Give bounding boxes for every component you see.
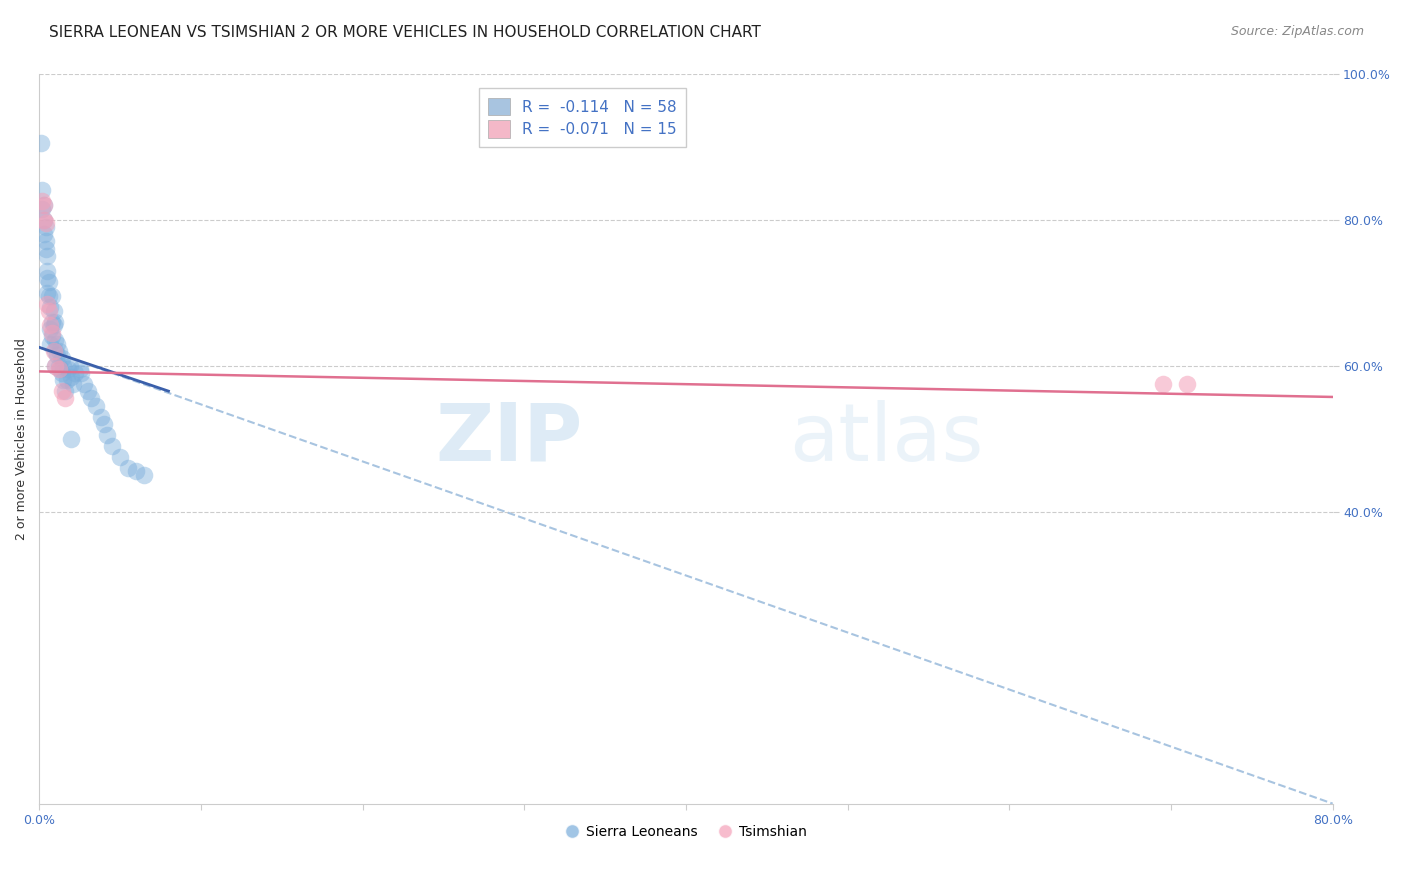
Point bbox=[59, 359, 82, 373]
Point bbox=[60, 432, 83, 446]
Point bbox=[48, 362, 70, 376]
Point bbox=[41, 326, 63, 340]
Point bbox=[134, 468, 156, 483]
Point bbox=[34, 216, 56, 230]
Point bbox=[41, 289, 63, 303]
Point bbox=[44, 359, 66, 373]
Point bbox=[31, 183, 53, 197]
Text: Source: ZipAtlas.com: Source: ZipAtlas.com bbox=[1230, 25, 1364, 38]
Point bbox=[53, 392, 76, 406]
Point bbox=[34, 242, 56, 256]
Point bbox=[51, 351, 73, 366]
Y-axis label: 2 or more Vehicles in Household: 2 or more Vehicles in Household bbox=[15, 338, 28, 540]
Point bbox=[101, 439, 124, 453]
Point bbox=[93, 417, 115, 431]
Point bbox=[45, 336, 67, 351]
Point bbox=[39, 322, 62, 336]
Point bbox=[37, 285, 59, 300]
Point bbox=[39, 318, 62, 333]
Point bbox=[62, 376, 84, 391]
Point bbox=[44, 333, 66, 347]
Point bbox=[73, 376, 96, 391]
Point bbox=[32, 212, 55, 227]
Point bbox=[30, 136, 52, 150]
Point bbox=[125, 465, 148, 479]
Point bbox=[84, 399, 107, 413]
Point bbox=[63, 366, 86, 380]
Text: atlas: atlas bbox=[789, 400, 984, 477]
Point bbox=[52, 359, 75, 373]
Point bbox=[41, 315, 63, 329]
Point bbox=[34, 219, 56, 234]
Text: ZIP: ZIP bbox=[436, 400, 582, 477]
Point bbox=[44, 343, 66, 358]
Point bbox=[52, 373, 75, 387]
Point bbox=[1175, 376, 1198, 391]
Point bbox=[45, 348, 67, 362]
Point bbox=[42, 343, 65, 358]
Point bbox=[51, 384, 73, 398]
Point bbox=[44, 359, 66, 373]
Point bbox=[32, 227, 55, 241]
Point bbox=[38, 275, 60, 289]
Point bbox=[42, 303, 65, 318]
Point bbox=[55, 373, 77, 387]
Point bbox=[53, 384, 76, 398]
Point bbox=[51, 366, 73, 380]
Point bbox=[60, 369, 83, 384]
Text: SIERRA LEONEAN VS TSIMSHIAN 2 OR MORE VEHICLES IN HOUSEHOLD CORRELATION CHART: SIERRA LEONEAN VS TSIMSHIAN 2 OR MORE VE… bbox=[49, 25, 761, 40]
Point bbox=[41, 329, 63, 343]
Point bbox=[38, 289, 60, 303]
Point bbox=[37, 249, 59, 263]
Point bbox=[42, 318, 65, 333]
Point bbox=[96, 428, 118, 442]
Point bbox=[32, 198, 55, 212]
Point bbox=[37, 263, 59, 277]
Point bbox=[117, 460, 139, 475]
Legend: Sierra Leoneans, Tsimshian: Sierra Leoneans, Tsimshian bbox=[560, 819, 813, 844]
Point bbox=[31, 202, 53, 216]
Point bbox=[80, 392, 103, 406]
Point bbox=[38, 303, 60, 318]
Point bbox=[39, 300, 62, 314]
Point bbox=[1152, 376, 1174, 391]
Point bbox=[108, 450, 131, 464]
Point bbox=[37, 271, 59, 285]
Point bbox=[90, 409, 112, 424]
Point bbox=[48, 359, 70, 373]
Point bbox=[70, 366, 93, 380]
Point bbox=[69, 362, 91, 376]
Point bbox=[39, 336, 62, 351]
Point bbox=[32, 198, 55, 212]
Point bbox=[37, 296, 59, 310]
Point bbox=[48, 343, 70, 358]
Point bbox=[31, 194, 53, 209]
Point bbox=[58, 362, 80, 376]
Point bbox=[32, 212, 55, 227]
Point bbox=[44, 315, 66, 329]
Point bbox=[49, 362, 72, 376]
Point bbox=[34, 235, 56, 249]
Point bbox=[76, 384, 98, 398]
